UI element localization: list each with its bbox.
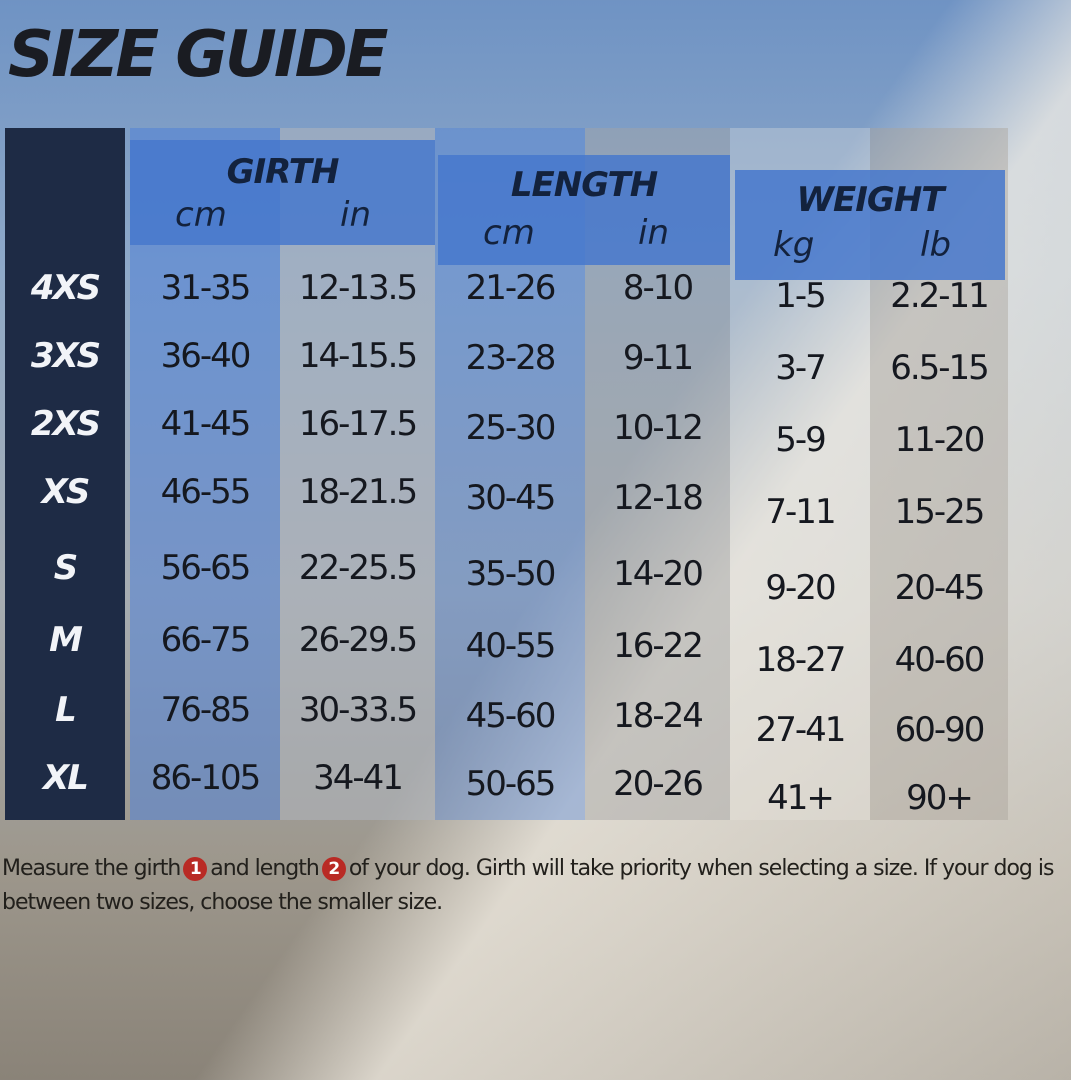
table-cell: 9-20 xyxy=(765,568,836,608)
table-cell: 86-105 xyxy=(150,758,261,798)
size-label: XL xyxy=(43,758,89,798)
weight-header: WEIGHT kg lb xyxy=(735,170,1005,280)
table-cell: 34-41 xyxy=(313,758,404,798)
table-row: 3XS 36-40 14-15.5 23-28 9-11 3-7 6.5-15 xyxy=(0,336,1071,404)
table-cell: 15-25 xyxy=(894,492,986,532)
table-cell: 8-10 xyxy=(622,268,694,308)
table-cell: 23-28 xyxy=(465,338,557,378)
table-cell: 31-35 xyxy=(160,268,252,308)
table-cell: 11-20 xyxy=(894,420,986,460)
table-cell: 2.2-11 xyxy=(890,276,990,316)
girth-header: GIRTH cm in xyxy=(130,140,435,245)
size-label: S xyxy=(53,548,79,588)
unit-label: lb xyxy=(920,225,952,265)
unit-label: in xyxy=(638,213,669,253)
unit-label: cm xyxy=(175,195,227,235)
table-cell: 5-9 xyxy=(775,420,827,460)
table-cell: 26-29.5 xyxy=(298,620,418,660)
unit-label: cm xyxy=(483,213,535,253)
table-cell: 18-24 xyxy=(613,696,704,736)
table-row: L 76-85 30-33.5 45-60 18-24 27-41 60-90 xyxy=(0,690,1071,758)
table-cell: 66-75 xyxy=(160,620,252,660)
table-cell: 60-90 xyxy=(894,710,986,750)
table-cell: 30-45 xyxy=(465,478,557,518)
table-row: XL 86-105 34-41 50-65 20-26 41+ 90+ xyxy=(0,758,1071,826)
table-cell: 20-26 xyxy=(613,764,704,804)
size-label: XS xyxy=(41,472,91,512)
table-cell: 16-17.5 xyxy=(298,404,418,444)
table-row: S 56-65 22-25.5 35-50 14-20 9-20 20-45 xyxy=(0,548,1071,616)
table-cell: 56-65 xyxy=(160,548,252,588)
table-cell: 20-45 xyxy=(894,568,986,608)
table-cell: 35-50 xyxy=(465,554,557,594)
girth-label: GIRTH xyxy=(226,152,340,192)
table-cell: 30-33.5 xyxy=(298,690,418,730)
table-cell: 41-45 xyxy=(160,404,252,444)
table-cell: 14-20 xyxy=(613,554,704,594)
length-label: LENGTH xyxy=(510,165,658,205)
table-cell: 10-12 xyxy=(613,408,704,448)
table-cell: 50-65 xyxy=(465,764,557,804)
table-cell: 46-55 xyxy=(160,472,252,512)
table-cell: 9-11 xyxy=(622,338,694,378)
unit-label: kg xyxy=(773,225,815,265)
length-header: LENGTH cm in xyxy=(438,155,730,265)
table-cell: 1-5 xyxy=(775,276,827,316)
table-cell: 6.5-15 xyxy=(890,348,990,388)
table-cell: 41+ xyxy=(767,778,835,818)
unit-label: in xyxy=(340,195,371,235)
size-label: L xyxy=(55,690,77,730)
note-text: Measure the girth xyxy=(2,856,181,881)
table-row: M 66-75 26-29.5 40-55 16-22 18-27 40-60 xyxy=(0,620,1071,688)
table-cell: 40-55 xyxy=(465,626,557,666)
table-cell: 18-21.5 xyxy=(298,472,418,512)
table-cell: 18-27 xyxy=(755,640,847,680)
table-cell: 27-41 xyxy=(755,710,847,750)
table-row: 2XS 41-45 16-17.5 25-30 10-12 5-9 11-20 xyxy=(0,404,1071,472)
size-label: 4XS xyxy=(30,268,101,308)
table-row: 4XS 31-35 12-13.5 21-26 8-10 1-5 2.2-11 xyxy=(0,268,1071,336)
table-cell: 21-26 xyxy=(465,268,557,308)
girth-number-badge: 1 xyxy=(183,857,208,881)
table-cell: 90+ xyxy=(906,778,974,818)
table-cell: 76-85 xyxy=(160,690,252,730)
table-cell: 12-18 xyxy=(613,478,704,518)
table-cell: 40-60 xyxy=(894,640,986,680)
note-text: of your dog. Girth will take priority wh… xyxy=(2,856,1054,915)
page-title: SIZE GUIDE xyxy=(8,18,388,92)
size-label: 2XS xyxy=(30,404,101,444)
weight-label: WEIGHT xyxy=(796,180,945,220)
table-cell: 3-7 xyxy=(775,348,827,388)
size-label: M xyxy=(49,620,83,660)
table-cell: 7-11 xyxy=(765,492,836,532)
table-row: XS 46-55 18-21.5 30-45 12-18 7-11 15-25 xyxy=(0,472,1071,540)
table-cell: 45-60 xyxy=(465,696,557,736)
table-cell: 14-15.5 xyxy=(298,336,418,376)
table-cell: 16-22 xyxy=(613,626,704,666)
table-cell: 12-13.5 xyxy=(298,268,418,308)
length-number-badge: 2 xyxy=(321,857,346,881)
table-cell: 22-25.5 xyxy=(298,548,418,588)
table-cell: 36-40 xyxy=(160,336,252,376)
size-column xyxy=(5,128,125,820)
note-text: and length xyxy=(210,856,320,881)
measurement-note: Measure the girth 1 and length 2 of your dog… xyxy=(2,852,1071,920)
table-cell: 25-30 xyxy=(465,408,557,448)
size-label: 3XS xyxy=(30,336,101,376)
